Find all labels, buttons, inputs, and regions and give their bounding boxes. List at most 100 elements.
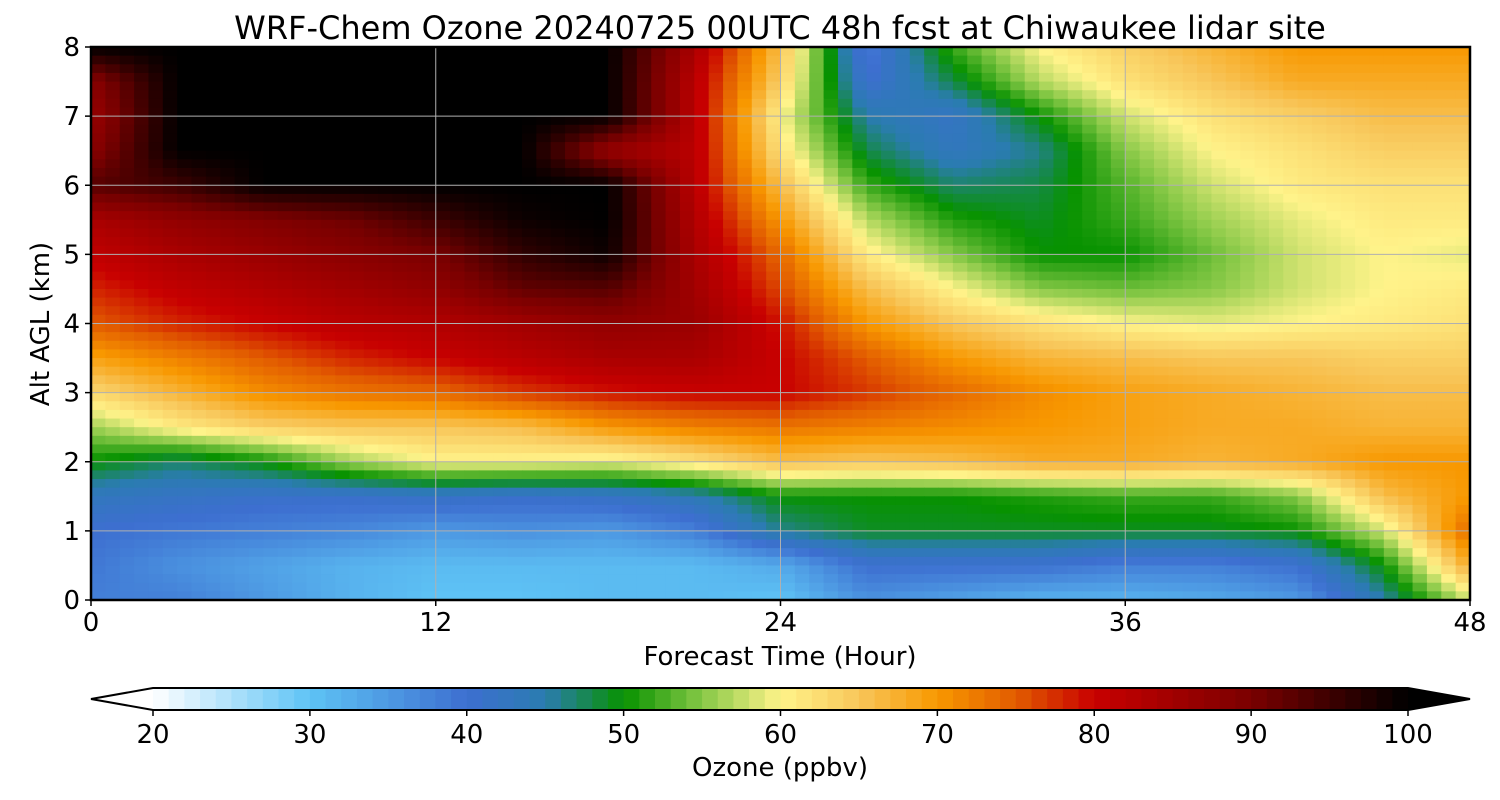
heatmap-cell — [679, 211, 695, 221]
heatmap-cell — [1369, 245, 1385, 255]
heatmap-cell — [608, 167, 624, 178]
heatmap-cell — [1254, 470, 1270, 480]
heatmap-cell — [895, 340, 911, 351]
heatmap-cell — [507, 401, 523, 411]
heatmap-cell — [1067, 47, 1083, 57]
heatmap-cell — [1039, 297, 1055, 307]
heatmap-cell — [407, 444, 422, 454]
heatmap-cell — [981, 98, 997, 109]
heatmap-cell — [852, 142, 868, 152]
heatmap-cell — [1082, 314, 1098, 325]
heatmap-cell — [780, 254, 796, 264]
heatmap-cell — [981, 90, 997, 100]
heatmap-cell — [665, 263, 681, 273]
heatmap-cell — [478, 418, 494, 428]
heatmap-cell — [1225, 107, 1241, 117]
heatmap-cell — [1211, 332, 1227, 342]
heatmap-cell — [823, 271, 839, 281]
heatmap-cell — [349, 314, 365, 325]
heatmap-cell — [450, 427, 466, 437]
heatmap-cell — [550, 487, 566, 497]
heatmap-cell — [1240, 427, 1256, 437]
heatmap-cell — [162, 323, 178, 333]
heatmap-cell — [435, 124, 451, 135]
heatmap-cell — [909, 124, 925, 135]
heatmap-cell — [1311, 306, 1327, 316]
heatmap-cell — [1067, 133, 1083, 143]
heatmap-cell — [521, 409, 537, 420]
heatmap-cell — [1010, 427, 1026, 437]
heatmap-cell — [493, 202, 509, 212]
heatmap-cell — [134, 418, 150, 428]
heatmap-cell — [866, 107, 882, 117]
heatmap-cell — [1039, 90, 1055, 100]
heatmap-cell — [392, 461, 408, 471]
heatmap-cell — [263, 193, 279, 204]
heatmap-cell — [119, 133, 135, 143]
heatmap-cell — [837, 176, 853, 186]
heatmap-cell — [1182, 470, 1198, 480]
heatmap-cell — [1398, 219, 1414, 230]
heatmap-cell — [134, 263, 150, 273]
heatmap-cell — [924, 150, 940, 160]
heatmap-cell — [794, 107, 810, 117]
heatmap-cell — [177, 453, 193, 463]
heatmap-cell — [981, 185, 997, 195]
heatmap-cell — [1340, 349, 1356, 359]
heatmap-cell — [866, 288, 882, 299]
heatmap-cell — [1240, 271, 1256, 281]
heatmap-cell — [550, 392, 566, 402]
heatmap-cell — [1441, 470, 1457, 480]
heatmap-cell — [766, 211, 782, 221]
heatmap-cell — [895, 98, 911, 109]
heatmap-cell — [550, 375, 566, 385]
heatmap-cell — [1297, 340, 1313, 351]
heatmap-cell — [1024, 271, 1040, 281]
heatmap-cell — [995, 349, 1011, 359]
heatmap-cell — [1398, 237, 1414, 247]
heatmap-cell — [162, 64, 178, 74]
heatmap-cell — [1398, 314, 1414, 325]
heatmap-cell — [1311, 116, 1327, 126]
heatmap-cell — [679, 167, 695, 178]
heatmap-cell — [162, 47, 178, 57]
heatmap-cell — [1283, 133, 1299, 143]
heatmap-cell — [593, 81, 609, 91]
heatmap-cell — [1240, 254, 1256, 264]
heatmap-cell — [1125, 453, 1141, 463]
heatmap-cell — [794, 98, 810, 109]
heatmap-cell — [565, 349, 580, 359]
heatmap-cell — [995, 150, 1011, 160]
heatmap-cell — [320, 340, 336, 351]
heatmap-cell — [794, 142, 810, 152]
heatmap-cell — [995, 133, 1011, 143]
heatmap-cell — [651, 358, 667, 368]
heatmap-cell — [148, 349, 164, 359]
heatmap-cell — [565, 435, 580, 446]
heatmap-cell — [1441, 375, 1457, 385]
heatmap-cell — [751, 470, 767, 480]
heatmap-cell — [234, 159, 250, 169]
heatmap-cell — [1340, 280, 1356, 290]
heatmap-cell — [507, 124, 523, 135]
heatmap-cell — [651, 81, 667, 91]
heatmap-cell — [536, 297, 552, 307]
heatmap-cell — [751, 314, 767, 325]
heatmap-cell — [363, 81, 379, 91]
heatmap-cell — [1125, 211, 1141, 221]
heatmap-cell — [162, 254, 178, 264]
heatmap-cell — [1039, 254, 1055, 264]
heatmap-cell — [1268, 254, 1284, 264]
heatmap-cell — [450, 90, 466, 100]
heatmap-cell — [1297, 435, 1313, 446]
heatmap-cell — [967, 167, 983, 178]
heatmap-cell — [809, 383, 825, 394]
heatmap-cell — [967, 323, 983, 333]
heatmap-cell — [636, 461, 652, 471]
heatmap-cell — [694, 418, 710, 428]
heatmap-cell — [794, 176, 810, 186]
heatmap-cell — [1211, 167, 1227, 178]
heatmap-cell — [349, 340, 365, 351]
heatmap-cell — [1383, 470, 1399, 480]
heatmap-cell — [234, 64, 250, 74]
